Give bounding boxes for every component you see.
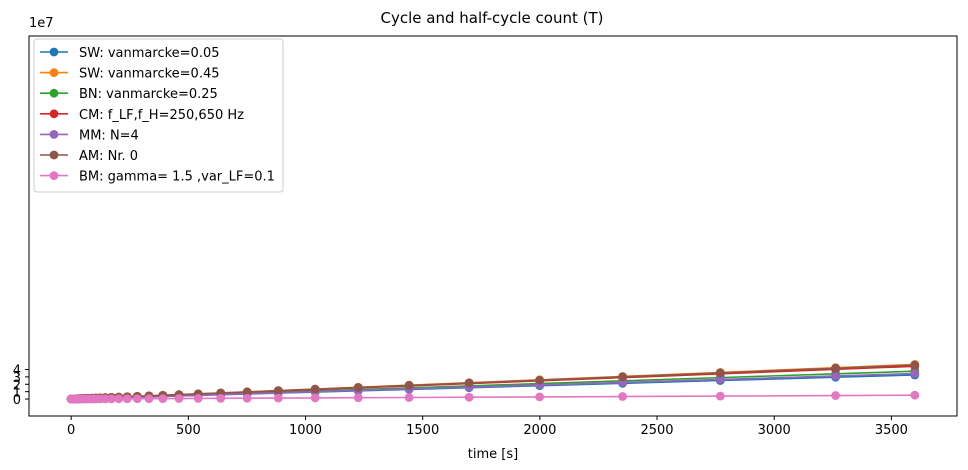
legend-label: CM: f_LF,f_H=250,650 Hz — [79, 108, 244, 123]
y-tick-label: 4 — [13, 364, 21, 379]
legend-marker — [49, 109, 59, 119]
data-point — [831, 391, 841, 400]
legend-marker — [49, 150, 59, 160]
x-axis: 0 500 1000 1500 2000 2500 3000 3500 — [67, 416, 908, 438]
data-point — [404, 381, 414, 390]
legend-marker — [49, 171, 59, 181]
y-tick-label: 0 — [13, 393, 21, 408]
data-point — [353, 393, 363, 403]
x-axis-title: time [s] — [468, 447, 518, 462]
data-point — [174, 394, 184, 403]
data-point — [910, 360, 920, 370]
x-tick-label: 1000 — [289, 423, 322, 438]
x-tick-label: 2500 — [640, 423, 673, 438]
series-6 — [66, 390, 920, 404]
data-point — [535, 375, 545, 385]
legend-label: BN: vanmarcke=0.25 — [79, 87, 218, 102]
data-point — [715, 391, 725, 401]
legend-label: AM: Nr. 0 — [79, 149, 138, 164]
data-point — [242, 387, 252, 397]
data-point — [464, 392, 474, 402]
series-layer — [66, 360, 920, 404]
data-point — [193, 394, 203, 403]
data-point — [107, 394, 116, 404]
data-point — [404, 393, 414, 402]
legend-box — [33, 38, 284, 193]
y-tick-label: 2 — [13, 378, 21, 393]
data-point — [353, 383, 363, 392]
legend: SW: vanmarcke=0.05 SW: vanmarcke=0.45 BN: … — [33, 38, 284, 193]
y-offset-label: 1e7 — [29, 16, 54, 31]
legend-marker — [49, 68, 59, 77]
x-tick-label: 3500 — [875, 423, 908, 438]
legend-marker — [49, 88, 59, 98]
x-tick-label: 500 — [176, 423, 201, 438]
data-point — [618, 372, 627, 382]
data-point — [715, 368, 725, 378]
x-tick-label: 2000 — [523, 423, 556, 438]
legend-label: MM: N=4 — [79, 128, 139, 143]
data-point — [831, 363, 841, 373]
data-point — [101, 394, 110, 404]
legend-marker — [49, 47, 59, 57]
data-point — [831, 371, 841, 381]
data-point — [618, 392, 627, 401]
plot-frame — [28, 35, 958, 417]
legend-label: SW: vanmarcke=0.05 — [79, 46, 220, 61]
data-point — [132, 394, 142, 404]
data-point — [310, 384, 320, 394]
chart-title: Cycle and half-cycle count (T) — [381, 9, 604, 27]
y-tick-label: 1 — [13, 386, 21, 401]
legend-label: SW: vanmarcke=0.45 — [79, 67, 220, 82]
data-point — [144, 394, 154, 404]
legend-label: BM: gamma= 1.5 ,var_LF=0.1 — [79, 170, 275, 185]
legend-marker — [49, 130, 59, 139]
data-point — [242, 393, 252, 403]
data-point — [273, 393, 283, 403]
x-tick-label: 1500 — [406, 423, 439, 438]
data-point — [910, 390, 920, 400]
y-tick-label: 3 — [13, 371, 21, 386]
data-point — [310, 393, 320, 403]
data-point — [273, 386, 283, 396]
x-tick-label: 3000 — [758, 423, 791, 438]
data-point — [464, 378, 474, 388]
data-point — [535, 392, 545, 402]
data-point — [122, 394, 132, 404]
data-point — [114, 394, 124, 404]
x-tick-label: 0 — [67, 423, 75, 438]
data-point — [216, 393, 226, 403]
data-point — [715, 375, 725, 384]
data-point — [910, 369, 920, 378]
data-point — [158, 394, 168, 404]
